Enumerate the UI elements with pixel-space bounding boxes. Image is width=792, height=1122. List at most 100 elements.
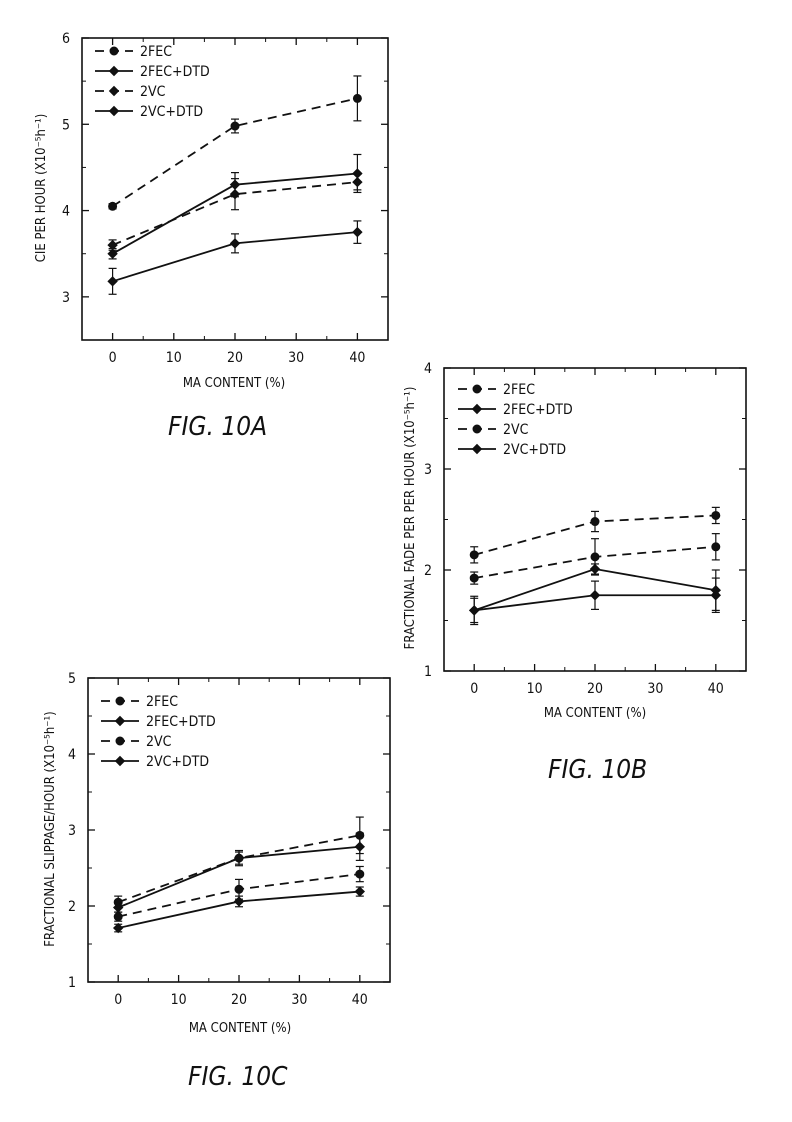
fig-10c-series-2vc-dtd bbox=[112, 886, 366, 934]
fig-10a-data-point bbox=[107, 248, 118, 259]
fig-10a-data-point bbox=[230, 121, 240, 131]
fig-10b-data-point bbox=[468, 605, 480, 616]
fig-10a-y-tick-label: 6 bbox=[62, 31, 70, 47]
fig-10b-plot: 0 10 20 30 40 1 2 3 4 2FEC 2FEC+DTD 2VC 2VC+DTD bbox=[424, 361, 747, 697]
fig-10c-x-tick-label: 0 bbox=[114, 992, 122, 1008]
fig-10b-data-point bbox=[469, 550, 479, 560]
fig-10a-legend-label: 2FEC+DTD bbox=[140, 64, 210, 80]
fig-10c-data-point bbox=[355, 869, 365, 879]
fig-10c-data-point bbox=[234, 884, 244, 894]
fig-10a-legend-label: 2VC bbox=[140, 84, 166, 100]
fig-10a-series-2vc bbox=[107, 173, 363, 251]
fig-10b-legend-label: 2FEC+DTD bbox=[503, 402, 573, 418]
fig-10c-legend-marker bbox=[115, 736, 125, 746]
fig-10c-legend-marker bbox=[114, 715, 126, 727]
fig-10c-legend-marker bbox=[115, 696, 125, 706]
fig-10a-y-axis-title: CIE PER HOUR (X10⁻⁵h⁻¹) bbox=[34, 114, 49, 263]
fig-10c-legend: 2FEC 2FEC+DTD 2VC 2VC+DTD bbox=[101, 694, 216, 770]
fig-10c-data-point bbox=[233, 896, 245, 907]
fig-10a-data-point bbox=[352, 93, 362, 103]
fig-10a-data-point bbox=[352, 176, 363, 188]
fig-10a-x-tick-label: 30 bbox=[288, 350, 304, 366]
fig-10a-plot: 0 10 20 30 40 3 4 5 6 2FEC 2FEC+DTD 2VC 2VC+DTD bbox=[62, 31, 389, 366]
fig-10b-legend-label: 2VC bbox=[503, 422, 529, 438]
fig-10a-y-tick-label: 3 bbox=[62, 290, 70, 306]
fig-10b-x-tick-label: 40 bbox=[708, 681, 724, 697]
fig-10c-plot-frame bbox=[87, 677, 391, 983]
fig-10a-data-point bbox=[352, 226, 363, 238]
fig-10a-x-tick-label: 20 bbox=[227, 350, 243, 366]
fig-10b-series-2vc bbox=[469, 533, 721, 585]
fig-10b-legend-marker bbox=[471, 443, 483, 455]
fig-10c-legend-label: 2FEC bbox=[146, 694, 178, 710]
fig-10b-data-point bbox=[590, 517, 600, 527]
fig-10a-caption: FIG. 10A bbox=[168, 412, 267, 442]
fig-10c-x-axis-title: MA CONTENT (%) bbox=[189, 1021, 291, 1036]
fig-10b-x-tick-label: 20 bbox=[587, 681, 603, 697]
chart-fig-10b: FIG. 10B MA CONTENT (%) FRACTIONAL FADE … bbox=[403, 387, 647, 785]
fig-10b-caption: FIG. 10B bbox=[548, 755, 647, 785]
fig-10a-series-2fec bbox=[108, 75, 362, 211]
fig-10c-legend-label: 2VC bbox=[146, 734, 172, 750]
fig-10b-legend-marker bbox=[472, 384, 482, 394]
fig-10c-legend-marker bbox=[114, 755, 126, 767]
fig-10b-data-point bbox=[469, 573, 479, 583]
chart-fig-10c: FIG. 10C MA CONTENT (%) FRACTIONAL SLIPP… bbox=[43, 711, 291, 1092]
fig-10c-y-tick-label: 2 bbox=[68, 899, 76, 915]
fig-10b-y-axis-title: FRACTIONAL FADE PER PER HOUR (X10⁻⁵h⁻¹) bbox=[403, 387, 418, 650]
fig-10c-data-point bbox=[112, 922, 124, 934]
fig-10c-legend-label: 2VC+DTD bbox=[146, 754, 209, 770]
fig-10c-x-tick-label: 30 bbox=[291, 992, 307, 1008]
fig-10b-x-tick-label: 30 bbox=[647, 681, 663, 697]
fig-10c-y-tick-label: 3 bbox=[68, 823, 76, 839]
fig-10a-x-axis-title: MA CONTENT (%) bbox=[183, 376, 285, 391]
fig-10b-x-tick-label: 0 bbox=[470, 681, 478, 697]
fig-10c-data-point bbox=[354, 886, 366, 897]
fig-10b-y-tick-label: 3 bbox=[424, 462, 432, 478]
fig-10b-y-tick-label: 2 bbox=[424, 563, 432, 579]
fig-10b-data-point bbox=[590, 552, 600, 562]
fig-10b-legend-marker bbox=[472, 424, 482, 434]
fig-10a-legend-label: 2VC+DTD bbox=[140, 104, 203, 120]
fig-10b-data-point bbox=[711, 510, 721, 520]
fig-10b-series-2vc-dtd bbox=[468, 563, 722, 626]
fig-10c-y-tick-label: 5 bbox=[68, 671, 76, 687]
fig-10b-legend-marker bbox=[471, 403, 483, 415]
fig-10c-plot: 0 10 20 30 40 1 2 3 4 5 2FEC 2FEC+DTD 2VC 2VC+DTD bbox=[68, 671, 391, 1008]
fig-10b-legend-label: 2VC+DTD bbox=[503, 442, 566, 458]
fig-10c-data-point bbox=[113, 912, 123, 922]
fig-10b-legend-label: 2FEC bbox=[503, 382, 535, 398]
fig-10a-data-point bbox=[229, 238, 241, 249]
fig-10a-series-line bbox=[112, 97, 358, 208]
fig-10a-legend-marker bbox=[108, 85, 120, 97]
fig-10a-data-point bbox=[107, 276, 118, 287]
fig-10b-legend: 2FEC 2FEC+DTD 2VC 2VC+DTD bbox=[458, 382, 573, 458]
fig-10b-data-point bbox=[589, 563, 601, 575]
fig-10c-data-point bbox=[233, 852, 245, 864]
fig-10c-y-tick-label: 4 bbox=[68, 747, 76, 763]
chart-fig-10a: FIG. 10A MA CONTENT (%) CIE PER HOUR (X1… bbox=[34, 114, 285, 442]
fig-10c-x-tick-label: 10 bbox=[171, 992, 187, 1008]
fig-10a-data-point bbox=[107, 239, 118, 251]
fig-10b-y-tick-label: 1 bbox=[424, 664, 432, 680]
fig-10c-y-axis-title: FRACTIONAL SLIPPAGE/HOUR (X10⁻⁵h⁻¹) bbox=[43, 711, 58, 946]
fig-10a-legend-marker bbox=[108, 105, 120, 117]
fig-10c-x-tick-label: 40 bbox=[352, 992, 368, 1008]
fig-10c-legend-label: 2FEC+DTD bbox=[146, 714, 216, 730]
fig-10a-data-point bbox=[108, 201, 118, 211]
fig-10b-y-tick-label: 4 bbox=[424, 361, 432, 377]
fig-10a-legend-marker bbox=[109, 46, 119, 56]
fig-10b-series-2fec bbox=[469, 506, 721, 564]
fig-10c-y-tick-label: 1 bbox=[68, 975, 76, 991]
fig-10b-data-point bbox=[710, 584, 722, 596]
fig-10c-series-2fec-dtd bbox=[112, 832, 366, 913]
fig-10a-series-line bbox=[112, 181, 358, 246]
fig-10b-data-point bbox=[589, 590, 601, 601]
fig-10c-x-tick-label: 20 bbox=[231, 992, 247, 1008]
fig-10a-legend-marker bbox=[108, 65, 120, 77]
fig-10a-x-tick-label: 40 bbox=[349, 350, 365, 366]
fig-10b-x-axis-title: MA CONTENT (%) bbox=[544, 706, 646, 721]
fig-10a-legend: 2FEC 2FEC+DTD 2VC 2VC+DTD bbox=[95, 44, 210, 120]
fig-10a-x-tick-label: 10 bbox=[166, 350, 182, 366]
